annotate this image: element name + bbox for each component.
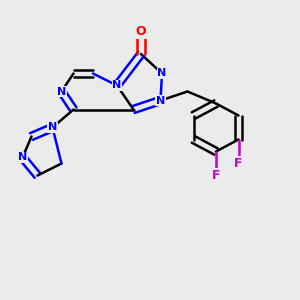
Text: N: N [57,86,66,97]
Text: N: N [156,95,165,106]
Text: N: N [112,80,122,91]
Text: N: N [48,122,57,133]
Text: N: N [18,152,27,163]
Text: F: F [234,157,243,170]
Text: F: F [212,169,220,182]
Text: N: N [158,68,166,79]
Text: O: O [136,25,146,38]
